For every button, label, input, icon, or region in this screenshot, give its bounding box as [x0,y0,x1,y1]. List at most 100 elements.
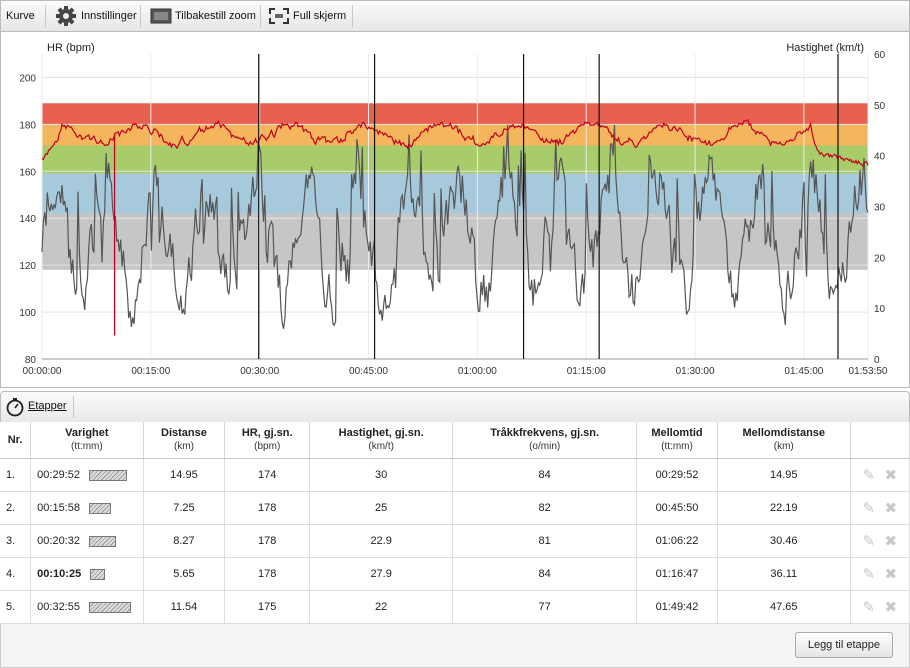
delete-x-icon[interactable]: ✖ [884,599,898,616]
hr-zone-band [42,213,868,270]
lap-avg-hr: 178 [224,557,311,591]
delete-x-icon[interactable]: ✖ [884,500,898,517]
lap-avg-cadence-value: 82 [538,502,551,514]
lap-number: 4. [0,557,32,591]
lap-avg-speed-value: 22 [375,601,388,613]
lap-split-time: 00:45:50 [636,491,718,525]
edit-pencil-icon[interactable]: ✎ [862,500,876,517]
table-row[interactable]: 5. 00:32:55 11.54 175 22 77 01:49:42 47.65 ✎ ✖ [0,590,910,624]
lap-avg-cadence-value: 84 [538,469,551,481]
edit-pencil-icon[interactable]: ✎ [862,566,876,583]
table-row[interactable]: 2. 00:15:58 7.25 178 25 82 00:45:50 22.19 ✎ ✖ [0,491,910,525]
etapper-header: Etapper [0,391,910,423]
y-left-tick-label: 80 [25,355,37,366]
lap-avg-hr-value: 178 [258,568,277,580]
lap-actions: ✎ ✖ [850,491,910,525]
settings-button[interactable]: Innstillinger [55,1,137,31]
lap-avg-cadence-value: 77 [538,601,551,613]
y-left-tick-label: 100 [19,308,36,319]
column-header-label: Tråkkfrekvens, gj.sn. [490,427,600,439]
lap-split-time-value: 01:49:42 [655,601,699,613]
lap-split-time: 01:06:22 [636,524,718,558]
lap-split-distance: 14.95 [717,458,851,492]
table-row[interactable]: 3. 00:20:32 8.27 178 22.9 81 01:06:22 30.46 ✎ ✖ [0,524,910,558]
lap-avg-cadence: 81 [452,524,638,558]
delete-x-icon[interactable]: ✖ [884,566,898,583]
hr-speed-chart[interactable]: 80 100 120 140 160 180 200 0 10 20 30 40 50 60 00:00:0… [1,32,909,387]
column-header: HR, gj.sn. (bpm) [224,422,311,459]
lap-split-distance-value: 30.46 [770,535,798,547]
column-header: Mellomtid (tt:mm) [636,422,718,459]
duration-bar [88,601,131,613]
etapper-link[interactable]: Etapper [28,400,67,412]
lap-split-time: 00:29:52 [636,458,718,492]
x-tick-label: 00:00:00 [23,366,62,377]
lap-avg-hr-value: 175 [258,601,277,613]
add-lap-button[interactable]: Legg til etappe [794,632,893,658]
delete-x-icon[interactable]: ✖ [884,467,898,484]
lap-split-distance: 30.46 [717,524,851,558]
lap-split-time-value: 00:45:50 [655,502,699,514]
duration-bar [88,535,116,547]
hr-zone-band [42,145,868,174]
lap-split-time-value: 01:16:47 [655,568,699,580]
lap-number-value: 2. [6,502,16,514]
column-header-label: Varighet [65,427,109,439]
column-header: Hastighet, gj.sn. (km/t) [309,422,454,459]
edit-pencil-icon[interactable]: ✎ [862,533,876,550]
edit-pencil-icon[interactable]: ✎ [862,599,876,616]
lap-duration-value: 00:15:58 [37,502,80,514]
lap-duration-value: 00:10:25 [37,568,82,580]
lap-avg-speed: 30 [309,458,454,492]
fullscreen-button[interactable]: Full skjerm [269,1,346,31]
column-header-unit: (bpm) [254,441,281,452]
hr-line [41,119,869,167]
lap-actions: ✎ ✖ [850,590,910,624]
lap-split-distance-value: 22.19 [770,502,798,514]
lap-distance-value: 14.95 [170,469,198,481]
lap-avg-speed: 27.9 [309,557,454,591]
toolbar-divider [45,5,46,27]
column-header-label: Mellomtid [651,427,703,439]
lap-avg-hr: 178 [224,524,311,558]
table-row[interactable]: 4. 00:10:25 5.65 178 27.9 84 01:16:47 36.11 ✎ ✖ [0,557,910,591]
lap-duration-value: 00:32:55 [37,601,80,613]
lap-avg-hr: 174 [224,458,311,492]
toolbar-divider [140,5,141,27]
lap-number: 2. [0,491,32,525]
lap-avg-cadence-value: 81 [538,535,551,547]
lap-avg-speed-value: 27.9 [370,568,392,580]
y-right-tick-label: 40 [874,152,886,163]
x-tick-label: 00:45:00 [349,366,388,377]
lap-avg-hr: 178 [224,491,311,525]
lap-distance: 5.65 [143,557,226,591]
column-header-label: Nr. [7,433,23,446]
column-header-unit: (km/t) [368,441,394,452]
column-header: Tråkkfrekvens, gj.sn. (o/min) [452,422,638,459]
chart-toolbar: Kurve Innstillinger Tilbakestill zoom [0,0,910,32]
column-header: Nr. [0,422,32,459]
reset-zoom-button[interactable]: Tilbakestill zoom [150,1,256,31]
y-left-tick-label: 180 [19,120,36,131]
lap-distance-value: 7.25 [173,502,195,514]
laps-table: Nr. Varighet (tt:mm) Distanse (km) HR, gj.sn.… [0,422,910,624]
edit-pencil-icon[interactable]: ✎ [862,467,876,484]
lap-avg-hr-value: 174 [258,469,277,481]
lap-avg-speed-value: 30 [375,469,388,481]
lap-distance: 14.95 [143,458,226,492]
chart-panel: 80 100 120 140 160 180 200 0 10 20 30 40 50 60 00:00:0… [0,31,910,388]
fullscreen-label: Full skjerm [293,10,347,22]
y-right-tick-label: 60 [874,50,886,61]
lap-avg-speed-value: 25 [375,502,388,514]
lap-distance: 11.54 [143,590,226,624]
lap-duration: 00:15:58 [30,491,144,525]
lap-avg-cadence: 82 [452,491,638,525]
lap-distance-value: 8.27 [173,535,195,547]
column-header: Distanse (km) [143,422,226,459]
hr-zone-band [42,103,868,125]
lap-distance: 7.25 [143,491,226,525]
lap-avg-cadence: 77 [452,590,638,624]
table-row[interactable]: 1. 00:29:52 14.95 174 30 84 00:29:52 14.95 ✎ ✖ [0,458,910,492]
delete-x-icon[interactable]: ✖ [884,533,898,550]
column-header-label: HR, gj.sn. [241,427,293,439]
